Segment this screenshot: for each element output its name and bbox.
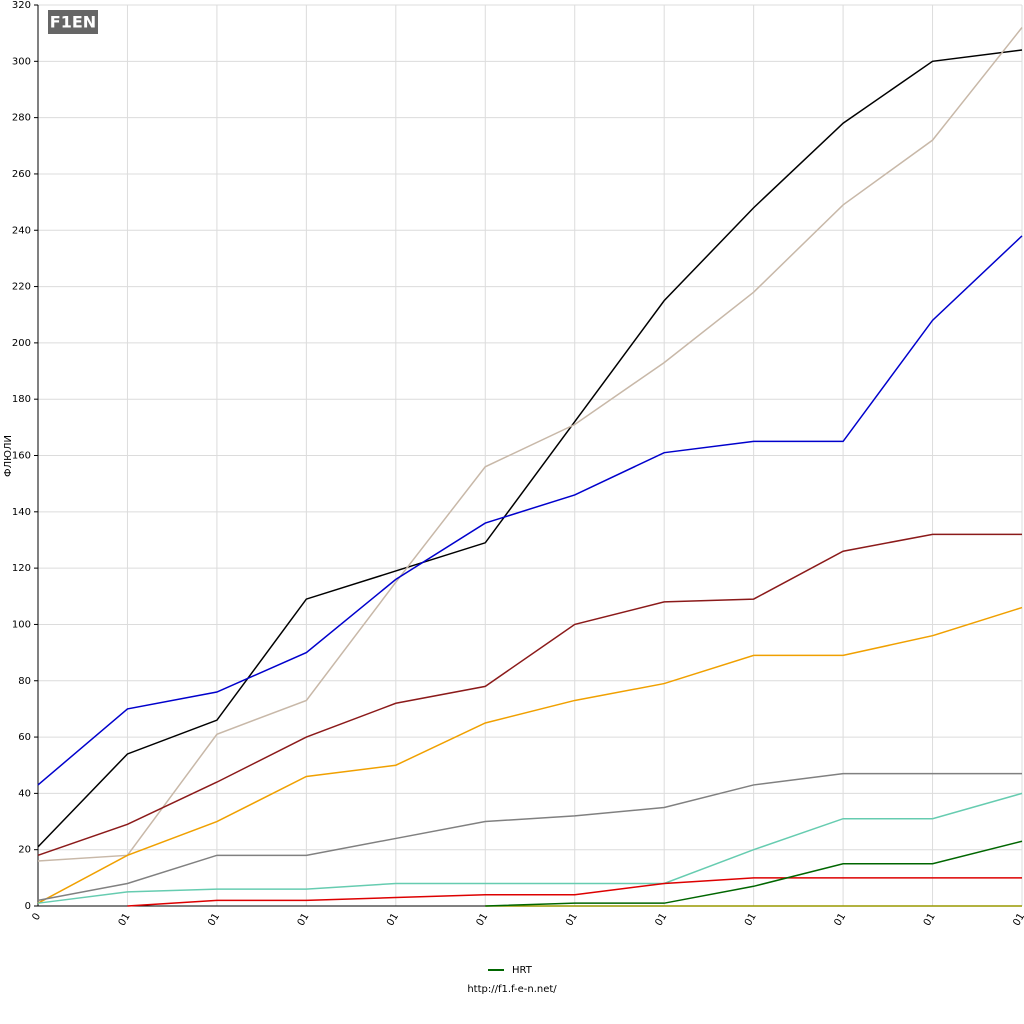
series-line: [37, 49, 1023, 848]
series-line: [37, 606, 1023, 904]
y-tick-label: 300: [12, 56, 31, 67]
y-tick-label: 180: [12, 394, 31, 405]
y-tick-label: 220: [12, 282, 31, 293]
series-line: [485, 840, 1023, 907]
x-tick-label: 01: [385, 912, 401, 929]
logo-box: [48, 10, 98, 34]
y-tick-label: 40: [18, 788, 31, 799]
y-tick-label: 260: [12, 169, 31, 180]
y-tick-label: 160: [12, 451, 31, 462]
x-tick-label: 01: [117, 912, 133, 929]
y-tick-label: 60: [18, 732, 31, 743]
series-line: [37, 27, 1023, 862]
series-line: [127, 877, 1022, 907]
x-tick-label: 01: [475, 912, 491, 929]
y-tick-label: 0: [25, 901, 31, 912]
logo: F1EN: [50, 13, 96, 32]
x-tick-label: 01: [832, 912, 848, 929]
y-tick-label: 100: [12, 619, 31, 630]
y-tick-label: 80: [18, 676, 31, 687]
x-tick-label: 01: [1011, 912, 1024, 929]
x-tick-label: 01: [653, 912, 669, 929]
series-line: [37, 235, 1023, 786]
x-tick-label: 01: [206, 912, 222, 929]
footer: http://f1.f-e-n.net/: [467, 984, 557, 995]
y-tick-label: 20: [18, 845, 31, 856]
x-tick-label: 01: [922, 912, 938, 929]
y-axis-label: ФЛЮЛИ: [3, 435, 14, 477]
x-tick-label: 01: [743, 912, 759, 929]
y-tick-label: 280: [12, 113, 31, 124]
y-tick-label: 140: [12, 507, 31, 518]
y-tick-label: 320: [12, 0, 31, 11]
series-line: [37, 792, 1023, 904]
y-tick-label: 200: [12, 338, 31, 349]
x-tick-label: 01: [564, 912, 580, 929]
x-tick-label: 0: [30, 912, 43, 923]
x-tick-label: 01: [296, 912, 312, 929]
y-tick-label: 240: [12, 225, 31, 236]
series-line: [37, 772, 1022, 902]
legend-label: HRT: [512, 965, 533, 976]
y-tick-label: 120: [12, 563, 31, 574]
series-line: [37, 533, 1022, 857]
